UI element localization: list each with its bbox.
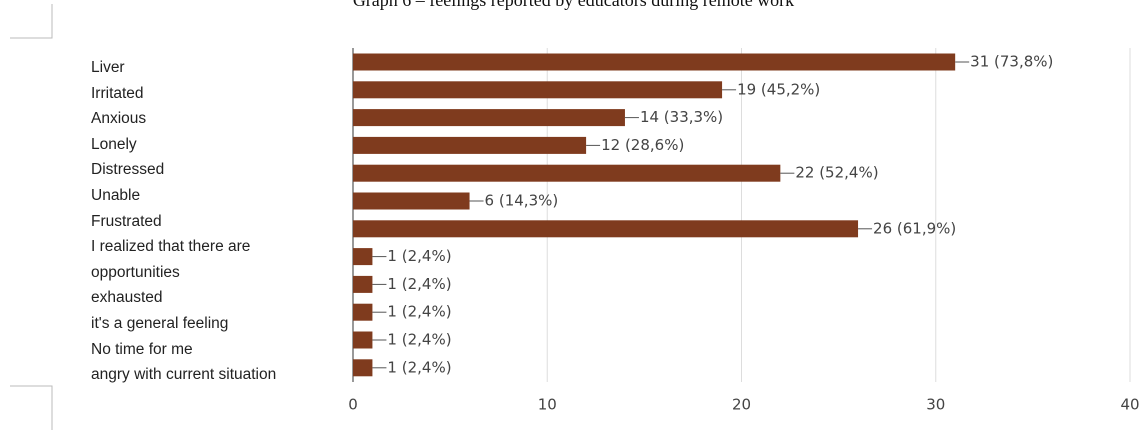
category-labels: Liver Irritated Anxious Lonely Distressed Una… [91, 55, 341, 388]
bar [353, 220, 859, 238]
value-label: 1 (2,4%) [387, 358, 451, 376]
value-label: 22 (52,4%) [795, 164, 878, 182]
bar [353, 109, 625, 127]
category-label: angry with current situation [91, 366, 277, 384]
chart-title: Graph 6 – feelings reported by educators… [352, 0, 795, 10]
x-tick-label: 0 [348, 396, 358, 414]
bar [353, 303, 373, 321]
x-tick-label: 40 [1120, 396, 1139, 414]
value-label: 6 (14,3%) [485, 192, 559, 210]
bar [353, 331, 373, 349]
value-label: 1 (2,4%) [387, 275, 451, 293]
category-label: I realized that there are opportunities [91, 238, 251, 281]
bar [353, 248, 373, 266]
x-tick-label: 30 [926, 396, 945, 414]
x-tick-label: 20 [732, 396, 751, 414]
bar [353, 81, 723, 99]
category-label: Irritated [91, 84, 144, 102]
value-label: 12 (28,6%) [601, 136, 684, 154]
category-label: it's a general feeling [91, 314, 229, 332]
category-label: Liver [91, 59, 125, 76]
bar [353, 192, 470, 210]
bar [353, 53, 956, 71]
category-label: Unable [91, 186, 141, 204]
value-label: 26 (61,9%) [873, 219, 956, 237]
bar [353, 164, 781, 182]
category-label: Lonely [91, 135, 137, 153]
corner-mark [10, 385, 53, 430]
value-label: 1 (2,4%) [387, 247, 451, 265]
value-label: 19 (45,2%) [737, 80, 820, 98]
category-label: Anxious [91, 110, 147, 128]
x-tick-label: 10 [538, 396, 557, 414]
bar [353, 275, 373, 293]
bar [353, 359, 373, 377]
corner-mark [10, 4, 53, 39]
value-label: 31 (73,8%) [970, 53, 1053, 71]
value-label: 1 (2,4%) [387, 303, 451, 321]
bar [353, 136, 587, 154]
category-label: Frustrated [91, 212, 162, 230]
value-label: 14 (33,3%) [640, 108, 723, 126]
category-label: exhausted [91, 289, 163, 307]
category-label: No time for me [91, 340, 193, 358]
value-label: 1 (2,4%) [387, 331, 451, 349]
category-label: Distressed [91, 161, 165, 179]
